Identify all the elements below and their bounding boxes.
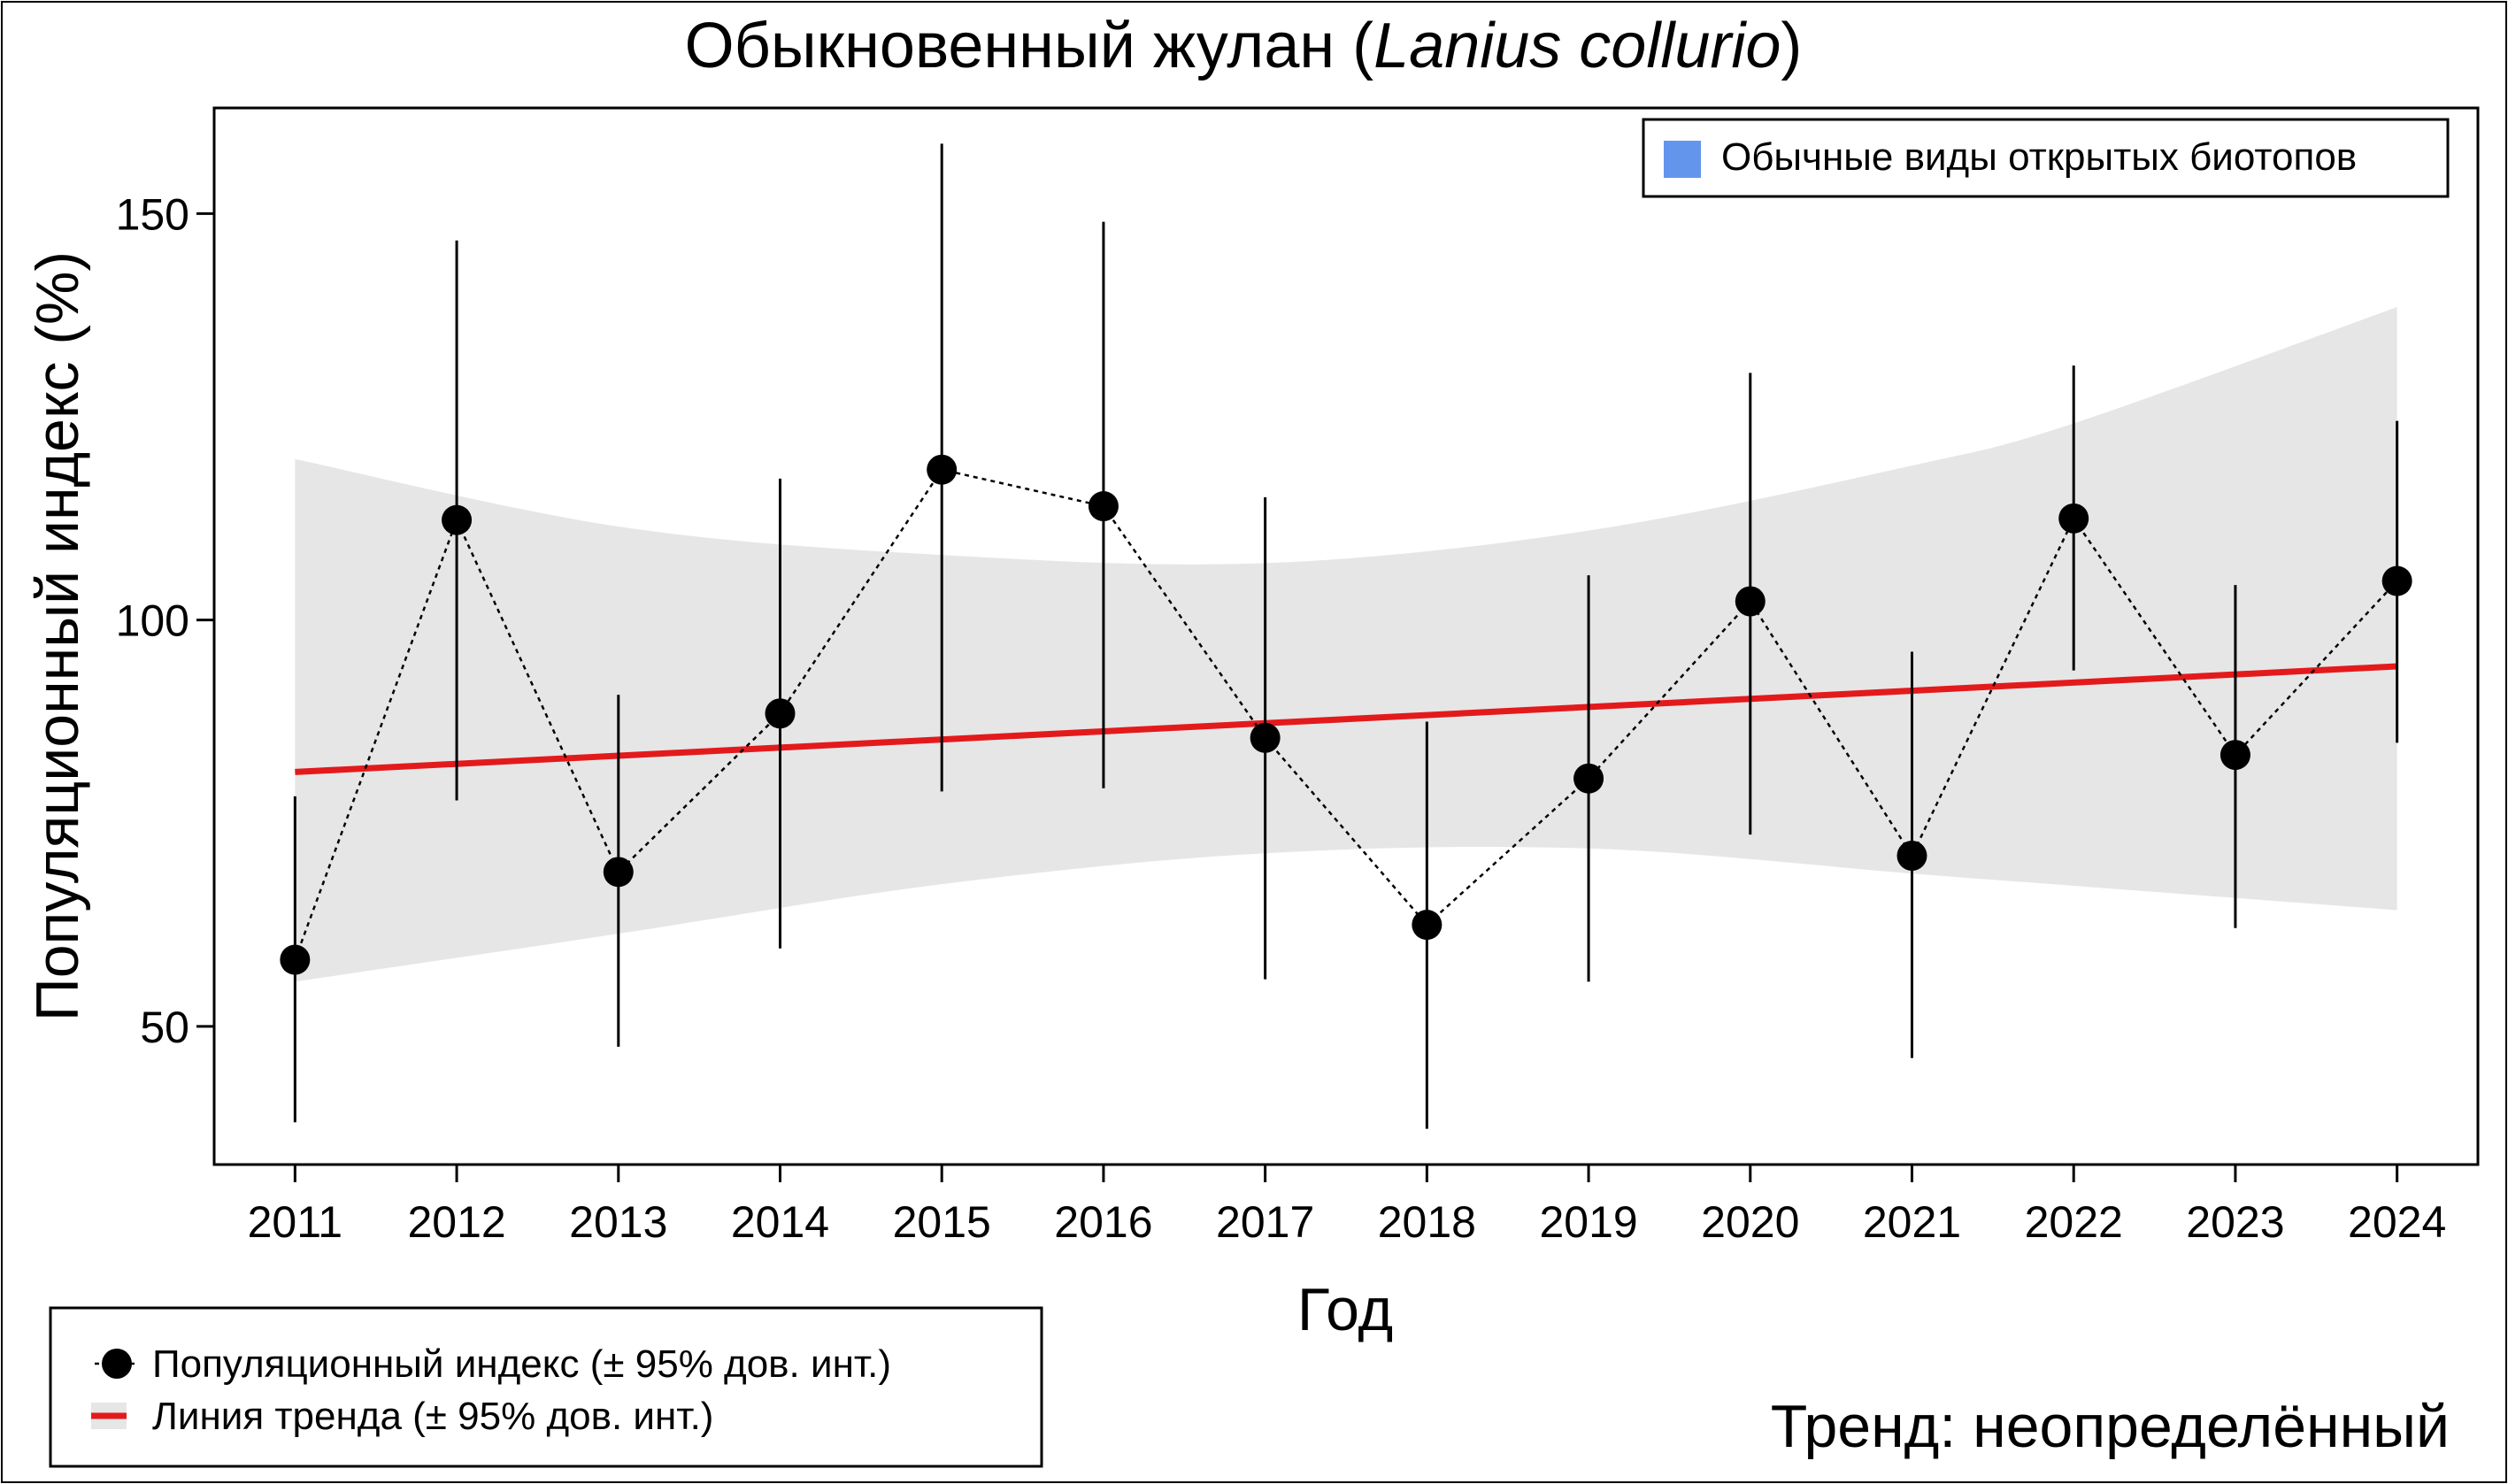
x-tick-label-2014: 2014 — [731, 1197, 829, 1247]
legend-index-label: Популяционный индекс (± 95% дов. инт.) — [152, 1342, 891, 1386]
x-tick-label-2019: 2019 — [1539, 1197, 1637, 1247]
x-axis-label: Год — [1297, 1276, 1393, 1343]
category-legend-label: Обычные виды открытых биотопов — [1721, 135, 2357, 179]
data-points — [280, 454, 2412, 975]
x-tick-label-2011: 2011 — [248, 1197, 343, 1247]
data-point-2018 — [1412, 910, 1442, 941]
chart-title: Обыкновенный жулан (Lanius collurio) — [685, 11, 1803, 81]
category-legend: Обычные виды открытых биотопов — [1642, 118, 2450, 198]
data-point-2019 — [1573, 763, 1604, 794]
data-point-2024 — [2381, 565, 2412, 596]
data-point-2016 — [1088, 491, 1119, 522]
y-axis: 50 100 150 — [116, 189, 214, 1052]
y-tick-label-150: 150 — [116, 189, 189, 239]
x-tick-label-2024: 2024 — [2348, 1197, 2446, 1247]
category-legend-box — [1642, 118, 2450, 198]
x-tick-label-2017: 2017 — [1216, 1197, 1314, 1247]
legend: Популяционный индекс (± 95% дов. инт.) Л… — [49, 1306, 1043, 1468]
legend-box — [49, 1306, 1043, 1468]
x-tick-label-2020: 2020 — [1701, 1197, 1799, 1247]
x-tick-label-2012: 2012 — [407, 1197, 505, 1247]
data-point-2023 — [2220, 740, 2250, 771]
data-point-2015 — [927, 454, 958, 485]
y-axis-label: Популяционный индекс (%) — [24, 251, 91, 1021]
legend-index-marker — [102, 1349, 132, 1379]
y-tick-label-50: 50 — [140, 1003, 189, 1052]
data-point-2020 — [1735, 586, 1766, 617]
x-tick-label-2023: 2023 — [2186, 1197, 2284, 1247]
x-axis: 2011 2012 2013 2014 2015 2016 2017 2018 2019 2020… — [248, 1165, 2446, 1247]
trend-confidence-band — [295, 307, 2397, 982]
x-tick-label-2021: 2021 — [1863, 1197, 1961, 1247]
data-point-2017 — [1250, 722, 1281, 753]
data-point-2012 — [442, 504, 473, 535]
data-point-2014 — [765, 698, 796, 729]
legend-trend-label: Линия тренда (± 95% дов. инт.) — [152, 1395, 713, 1438]
data-point-2021 — [1896, 840, 1927, 871]
x-tick-label-2022: 2022 — [2025, 1197, 2123, 1247]
y-tick-label-100: 100 — [116, 596, 189, 646]
plot-border — [212, 106, 2480, 1166]
plot-area — [212, 106, 2480, 1166]
data-point-2011 — [280, 944, 311, 975]
x-tick-label-2013: 2013 — [569, 1197, 667, 1247]
category-swatch — [1664, 141, 1701, 178]
x-tick-label-2015: 2015 — [893, 1197, 991, 1247]
x-tick-label-2016: 2016 — [1054, 1197, 1152, 1247]
trend-line — [295, 663, 2397, 775]
trend-status: Тренд: неопределённый — [1771, 1393, 2450, 1460]
x-tick-label-2018: 2018 — [1378, 1197, 1476, 1247]
data-point-2013 — [603, 857, 634, 888]
data-point-2022 — [2058, 503, 2089, 534]
